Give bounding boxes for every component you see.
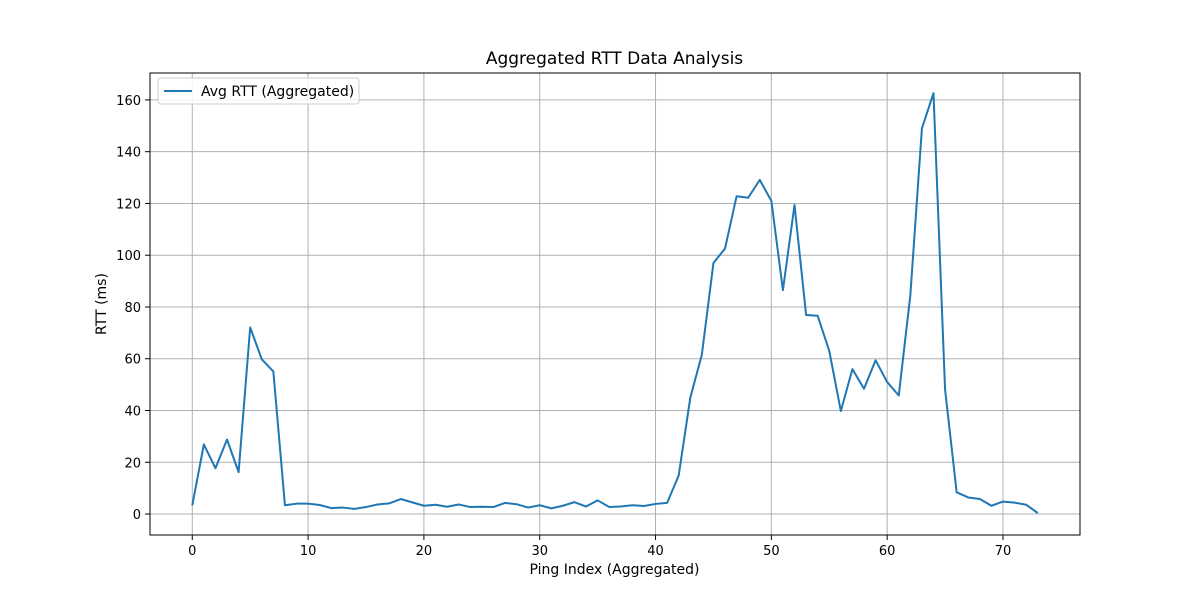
x-tick-label: 50	[763, 544, 780, 559]
legend-entry-label: Avg RTT (Aggregated)	[201, 84, 354, 100]
grid-lines	[150, 73, 1080, 535]
y-tick-label: 80	[124, 301, 141, 316]
y-tick-label: 160	[116, 94, 141, 109]
y-tick-label: 20	[124, 456, 141, 471]
x-tick-label: 40	[647, 544, 664, 559]
x-tick-label: 0	[188, 544, 196, 559]
x-tick-label: 70	[995, 544, 1012, 559]
legend: Avg RTT (Aggregated)	[157, 77, 360, 105]
y-axis-label: RTT (ms)	[94, 273, 110, 335]
series-layer	[191, 92, 1039, 514]
series-line-avg-rtt	[191, 92, 1039, 514]
y-tick-label: 140	[116, 146, 141, 161]
axis-ticks: 0 10 20 30 40 50 60 70 0 20 40 60 80 100 120 140 160	[116, 94, 1011, 559]
y-tick-label: 60	[124, 353, 141, 368]
x-tick-label: 30	[531, 544, 548, 559]
y-tick-label: 40	[124, 405, 141, 420]
x-tick-label: 20	[416, 544, 433, 559]
y-tick-label: 0	[133, 508, 141, 523]
y-tick-label: 120	[116, 197, 141, 212]
y-tick-label: 100	[116, 249, 141, 264]
x-axis-label: Ping Index (Aggregated)	[529, 562, 699, 578]
chart-title: Aggregated RTT Data Analysis	[486, 49, 743, 69]
plot-area-frame	[149, 72, 1081, 536]
x-tick-label: 60	[879, 544, 896, 559]
legend-box	[157, 77, 360, 105]
x-tick-label: 10	[300, 544, 317, 559]
